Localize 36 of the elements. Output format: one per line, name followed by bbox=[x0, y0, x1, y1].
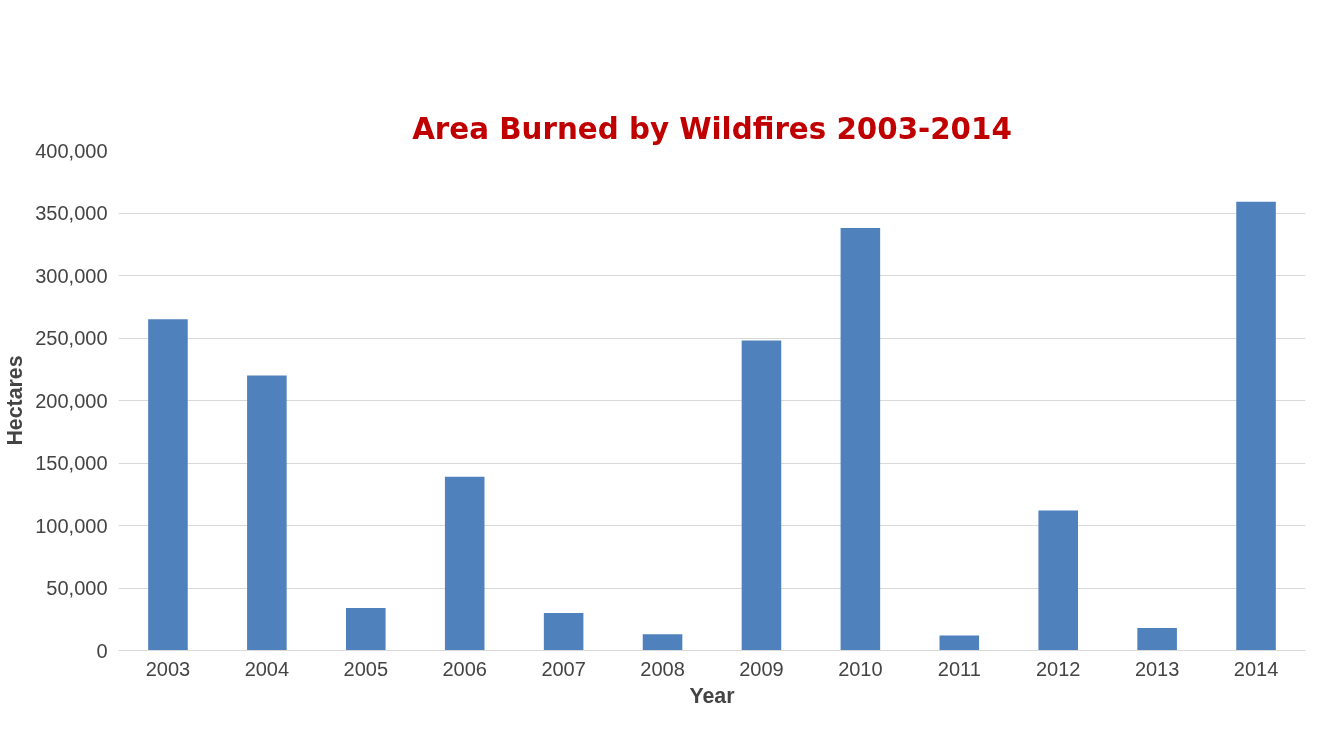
y-tick-label: 400,000 bbox=[35, 139, 108, 162]
x-tick-label: 2009 bbox=[739, 657, 784, 680]
bar bbox=[1137, 628, 1177, 651]
bar bbox=[543, 613, 584, 651]
bar bbox=[346, 608, 386, 651]
y-tick-label: 350,000 bbox=[35, 202, 108, 224]
x-tick-label: 2013 bbox=[1134, 657, 1180, 680]
x-tick-label: 2006 bbox=[442, 657, 487, 680]
x-tick-label: 2010 bbox=[838, 657, 883, 680]
x-tick-label: 2012 bbox=[1035, 657, 1081, 680]
x-tick-label: 2003 bbox=[145, 657, 191, 680]
bar bbox=[247, 375, 287, 651]
y-tick-label: 200,000 bbox=[35, 389, 108, 412]
y-axis-title: Hectares bbox=[3, 355, 28, 446]
x-tick-label: 2014 bbox=[1233, 657, 1279, 680]
y-tick-label: 250,000 bbox=[35, 327, 108, 349]
x-tick-label: 2004 bbox=[244, 657, 290, 680]
bar bbox=[741, 340, 782, 651]
y-tick-label: 50,000 bbox=[46, 577, 108, 599]
bar bbox=[840, 228, 881, 651]
bar bbox=[148, 319, 188, 651]
x-tick-label: 2008 bbox=[640, 657, 685, 680]
bar bbox=[1038, 510, 1078, 651]
x-tick-label: 2005 bbox=[343, 657, 389, 680]
x-tick-label: 2011 bbox=[937, 657, 981, 680]
bar bbox=[1236, 201, 1276, 651]
y-tick-label: 100,000 bbox=[35, 514, 108, 537]
y-tick-label: 150,000 bbox=[35, 452, 108, 474]
bar bbox=[642, 634, 683, 651]
y-tick-label: 300,000 bbox=[35, 264, 108, 287]
x-axis-title: Year bbox=[689, 683, 735, 708]
bar bbox=[939, 635, 980, 651]
bar bbox=[444, 476, 485, 651]
chart-title: Area Burned by Wildfires 2003-2014 bbox=[412, 111, 1012, 146]
x-tick-label: 2007 bbox=[541, 657, 586, 680]
y-tick-label: 0 bbox=[96, 639, 108, 662]
